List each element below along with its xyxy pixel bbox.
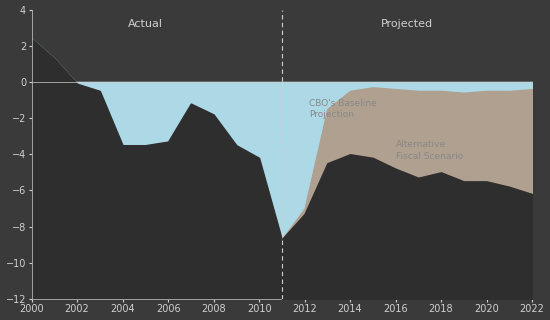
Text: Projected: Projected	[381, 19, 433, 28]
Text: Actual: Actual	[128, 19, 163, 28]
Text: CBO's Baseline
Projection: CBO's Baseline Projection	[309, 99, 377, 119]
Text: Alternative
Fiscal Scenario: Alternative Fiscal Scenario	[395, 140, 463, 161]
